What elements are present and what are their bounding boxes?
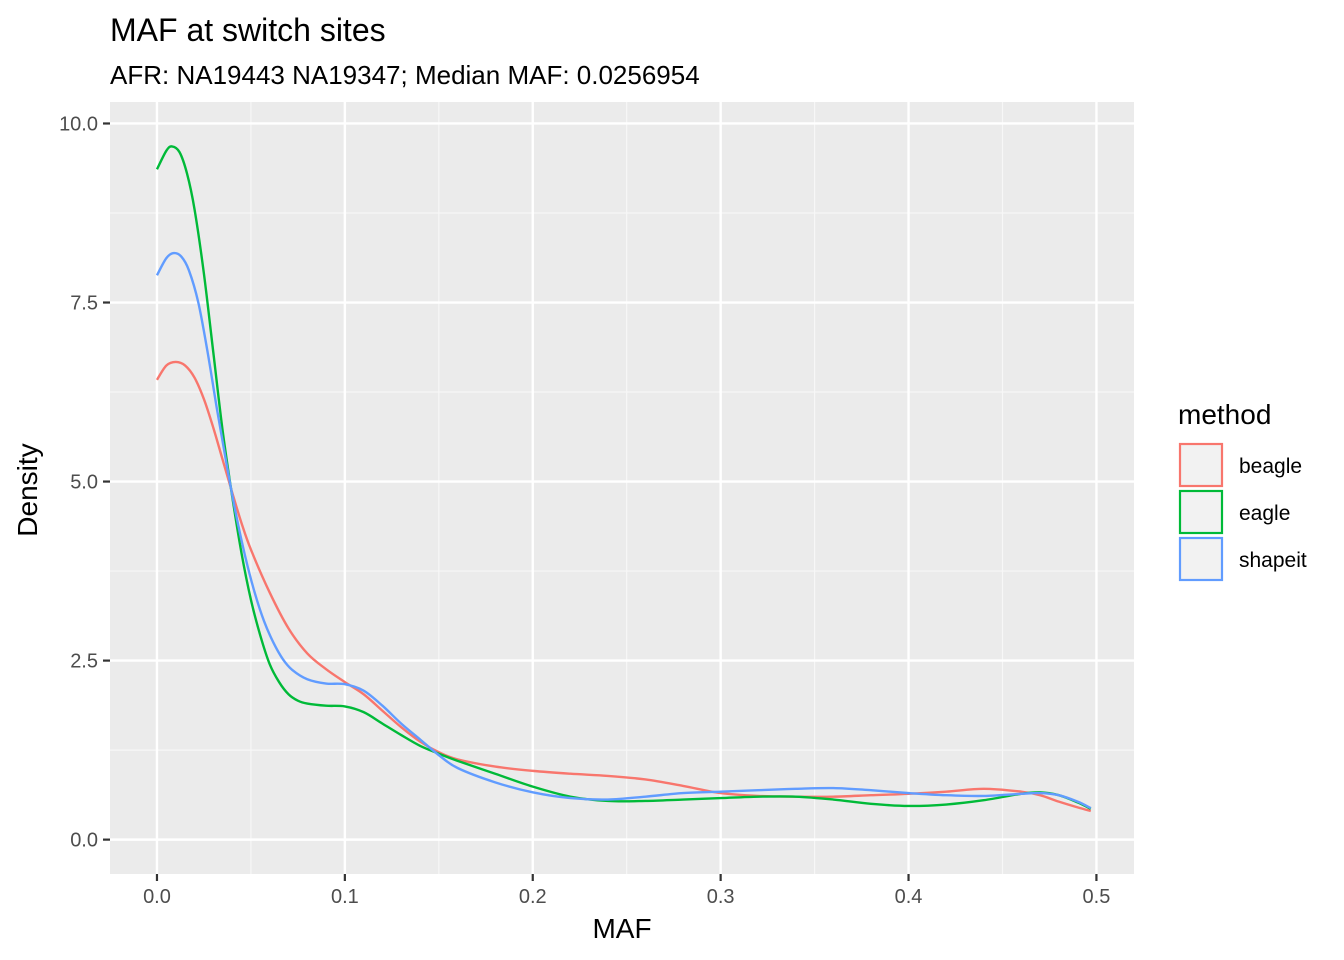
legend-items: beagle eagle shapeit [1178, 442, 1307, 582]
x-tick-label: 0.4 [895, 886, 923, 908]
plot-panel [110, 102, 1134, 874]
grid-major [110, 102, 1134, 874]
chart-subtitle: AFR: NA19443 NA19347; Median MAF: 0.0256… [110, 60, 700, 90]
legend-title: method [1178, 399, 1271, 430]
y-tick-label: 5.0 [70, 472, 98, 494]
legend-key-eagle [1178, 489, 1224, 535]
legend-label-shapeit: shapeit [1239, 549, 1307, 572]
y-tick-label: 10.0 [59, 113, 98, 135]
legend-key-shapeit [1178, 536, 1224, 582]
grid-minor [110, 102, 1134, 874]
x-axis: 0.0 0.1 0.2 0.3 0.4 0.5 [143, 874, 1110, 908]
x-tick-label: 0.3 [707, 886, 735, 908]
chart-title: MAF at switch sites [110, 12, 386, 48]
y-tick-label: 2.5 [70, 651, 98, 673]
x-axis-title: MAF [592, 913, 651, 944]
series-line-eagle [155, 145, 1092, 810]
x-tick-label: 0.0 [143, 886, 171, 908]
x-tick-label: 0.2 [519, 886, 547, 908]
x-tick-label: 0.5 [1083, 886, 1111, 908]
legend-label-beagle: beagle [1239, 455, 1302, 478]
y-axis-title: Density [12, 443, 43, 536]
y-axis: 0.0 2.5 5.0 7.5 10.0 [59, 113, 110, 852]
legend-label-eagle: eagle [1239, 502, 1290, 525]
legend: method beagle eagle shapeit [1178, 399, 1307, 582]
legend-key-beagle [1178, 442, 1224, 488]
series-line-shapeit [155, 251, 1092, 810]
series-layer [155, 145, 1092, 813]
y-tick-label: 7.5 [70, 293, 98, 315]
x-tick-label: 0.1 [331, 886, 359, 908]
y-tick-label: 0.0 [70, 830, 98, 852]
